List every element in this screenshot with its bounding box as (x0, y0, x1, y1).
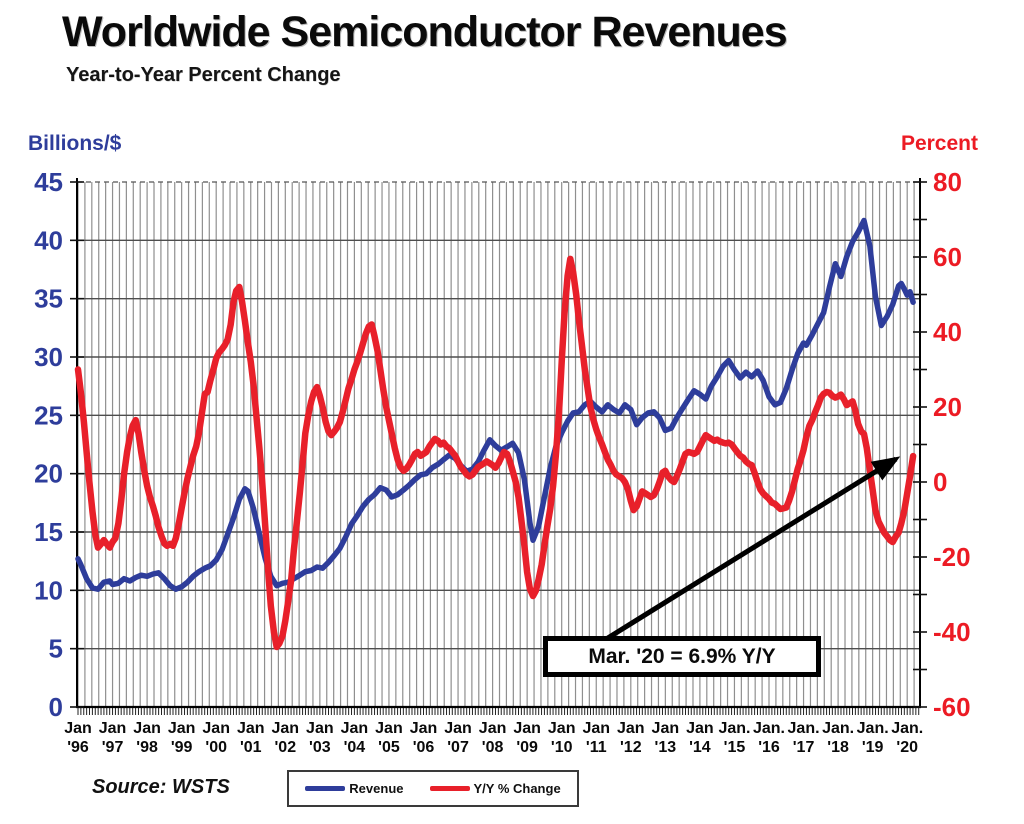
x-tick-label-month: Jan (64, 720, 92, 737)
left-axis-title: Billions/$ (28, 132, 122, 155)
x-tick-label-month: Jan (306, 720, 334, 737)
x-tick-label-month: Jan (99, 720, 127, 737)
x-tick-label-month: Jan (652, 720, 680, 737)
left-axis-tick-label: 40 (34, 225, 63, 255)
legend-item-yoy: Y/Y % Change (429, 781, 561, 796)
x-tick-label-year: '02 (274, 739, 296, 756)
x-tick-label-month: Jan (410, 720, 438, 737)
x-tick-label-month: Jan (513, 720, 541, 737)
x-tick-label-month: Jan (548, 720, 576, 737)
yoy-change-line (74, 255, 917, 651)
right-axis-tick-label: -60 (933, 692, 971, 722)
legend-label-revenue: Revenue (349, 781, 404, 796)
left-axis-tick-label: 10 (34, 575, 63, 605)
x-tick-label-year: '00 (205, 739, 227, 756)
annotation-box: Mar. '20 = 6.9% Y/Y (543, 636, 821, 677)
left-axis-tick-label: 45 (34, 167, 63, 197)
x-tick-label-month: Jan (341, 720, 369, 737)
x-tick-label-year: '16 (758, 739, 780, 756)
yoy-line-swatch (429, 786, 470, 791)
right-axis-tick-label: -40 (933, 617, 971, 647)
x-tick-label-year: '06 (413, 739, 435, 756)
page-subtitle: Year-to-Year Percent Change (66, 64, 341, 86)
x-tick-label-year: '19 (862, 739, 884, 756)
x-tick-label-month: Jan (375, 720, 403, 737)
x-tick-label-year: '97 (102, 739, 124, 756)
x-tick-label-year: '13 (655, 739, 677, 756)
x-tick-label-year: '20 (896, 739, 918, 756)
revenue-line-swatch (305, 786, 346, 791)
x-tick-label-month: Jan. (857, 720, 889, 737)
x-tick-label-year: '07 (447, 739, 469, 756)
x-tick-label-month: Jan (133, 720, 161, 737)
x-tick-label-month: Jan (686, 720, 714, 737)
x-tick-label-month: Jan. (891, 720, 923, 737)
right-axis-tick-label: 20 (933, 392, 962, 422)
x-tick-label-year: '99 (171, 739, 193, 756)
x-tick-label-month: Jan. (753, 720, 785, 737)
right-axis-title: Percent (900, 132, 978, 155)
x-tick-label-month: Jan. (822, 720, 854, 737)
legend-item-revenue: Revenue (305, 781, 404, 796)
right-axis-tick-label: 40 (933, 317, 962, 347)
revenue-line (75, 217, 916, 592)
x-tick-label-year: '96 (67, 739, 89, 756)
x-tick-label-year: '03 (309, 739, 331, 756)
x-tick-label-year: '01 (240, 739, 262, 756)
x-tick-label-year: '11 (586, 739, 607, 756)
x-tick-label-year: '12 (620, 739, 642, 756)
left-axis-tick-label: 0 (49, 692, 63, 722)
x-tick-label-month: Jan (444, 720, 472, 737)
right-axis-tick-label: -20 (933, 542, 971, 572)
x-tick-label-year: '14 (689, 739, 711, 756)
x-tick-label-year: '98 (136, 739, 158, 756)
x-tick-label-year: '17 (793, 739, 815, 756)
x-tick-label-year: '15 (724, 739, 746, 756)
x-tick-label-month: Jan. (788, 720, 820, 737)
left-axis-tick-label: 25 (34, 400, 63, 430)
x-tick-label-year: '10 (551, 739, 573, 756)
x-tick-label-month: Jan (617, 720, 645, 737)
annotation-text: Mar. '20 = 6.9% Y/Y (588, 644, 776, 668)
left-axis-tick-label: 30 (34, 342, 63, 372)
x-tick-label-year: '08 (482, 739, 504, 756)
x-tick-label-month: Jan (237, 720, 265, 737)
page-title: Worldwide Semiconductor Revenues (62, 8, 788, 56)
x-tick-label-month: Jan (202, 720, 230, 737)
left-axis-tick-label: 15 (34, 517, 63, 547)
right-axis-tick-label: 0 (933, 467, 947, 497)
x-tick-label-year: '18 (827, 739, 849, 756)
x-tick-label-month: Jan (272, 720, 300, 737)
left-axis-tick-label: 20 (34, 459, 63, 489)
left-axis-tick-label: 5 (49, 634, 63, 664)
x-tick-label-month: Jan (479, 720, 507, 737)
x-tick-label-year: '05 (378, 739, 400, 756)
right-axis-tick-label: 60 (933, 242, 962, 272)
x-tick-label-year: '09 (516, 739, 538, 756)
x-tick-label-month: Jan (168, 720, 196, 737)
x-tick-label-month: Jan. (718, 720, 750, 737)
annotation-arrow (601, 456, 901, 644)
left-axis-tick-label: 35 (34, 284, 63, 314)
legend-label-yoy: Y/Y % Change (473, 781, 561, 796)
right-axis-tick-label: 80 (933, 167, 962, 197)
source-note: Source: WSTS (92, 776, 230, 798)
x-tick-label-year: '04 (344, 739, 366, 756)
x-tick-label-month: Jan (582, 720, 610, 737)
legend: Revenue Y/Y % Change (287, 770, 579, 807)
